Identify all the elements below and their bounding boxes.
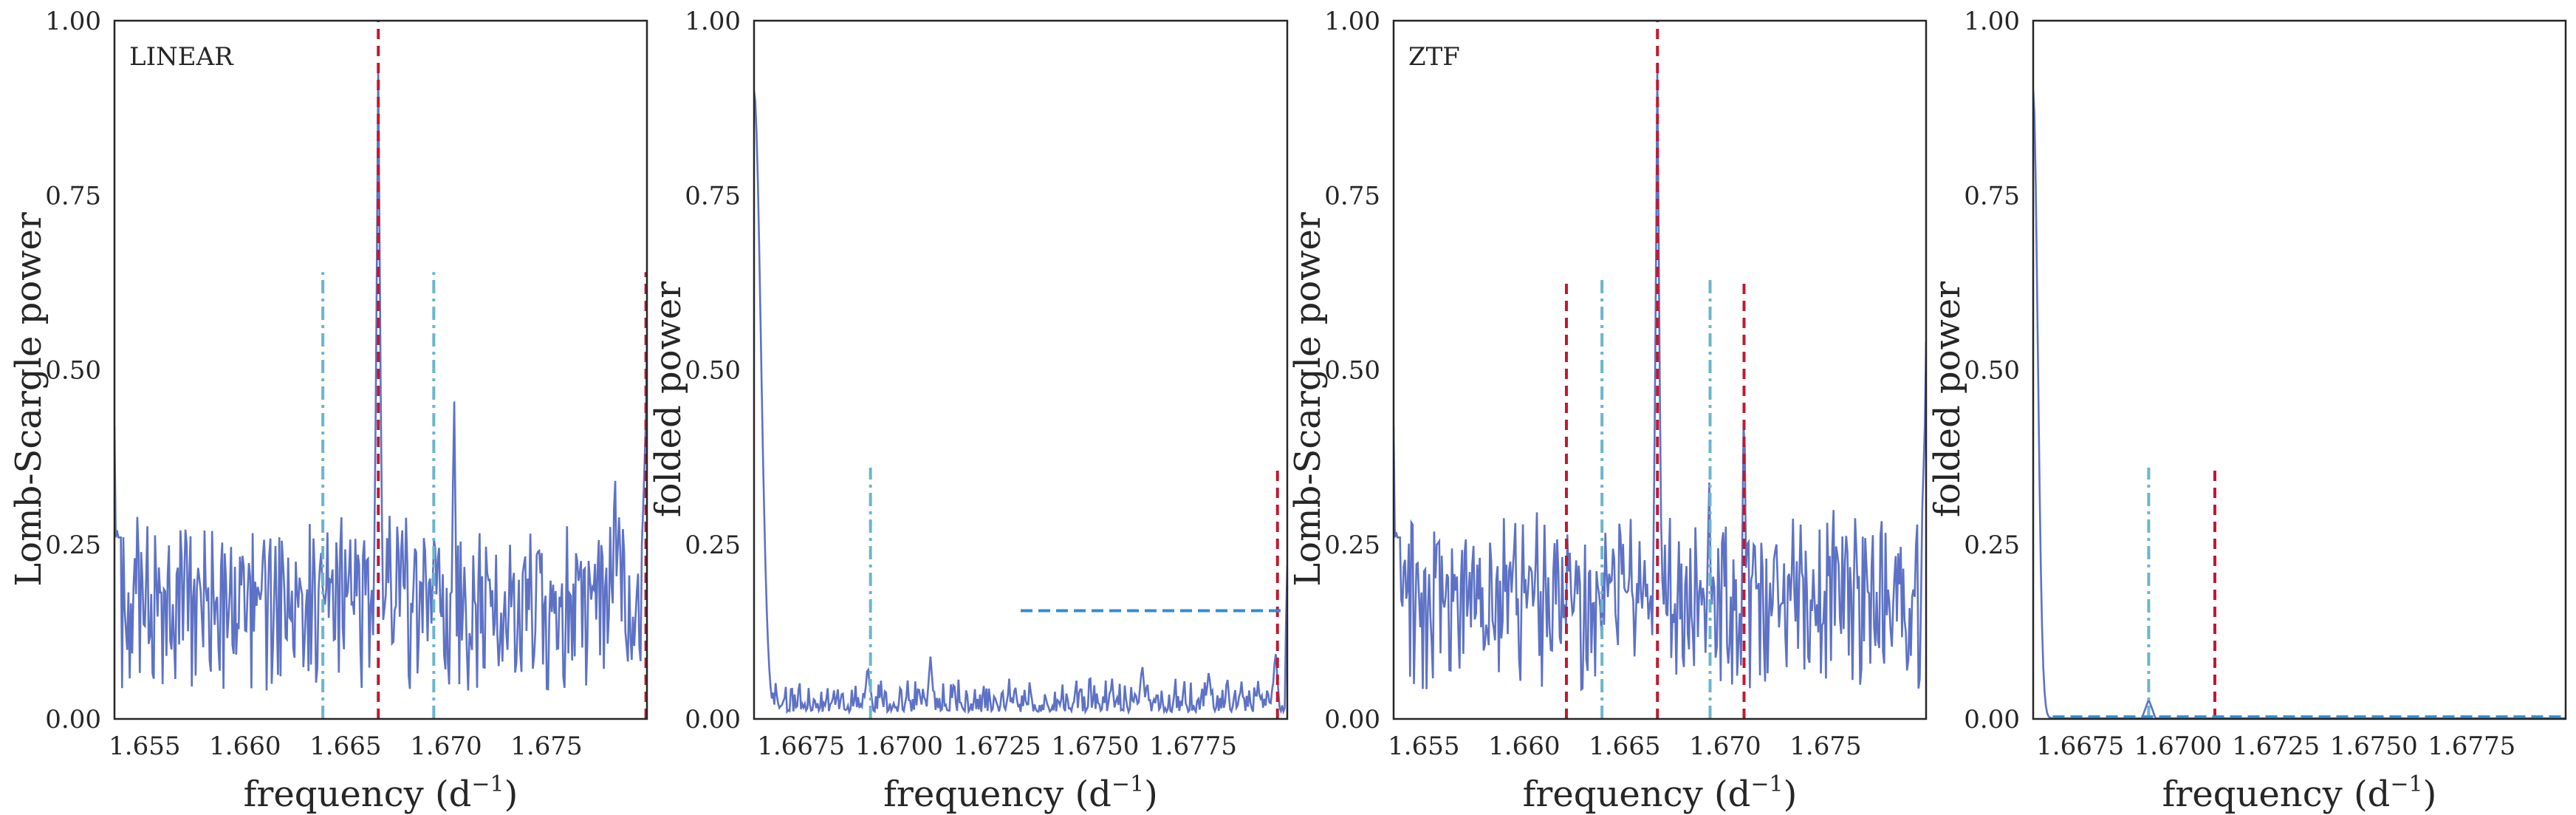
y-tick-label: 0.75 bbox=[1324, 181, 1380, 211]
y-tick-label: 0.25 bbox=[1964, 531, 2020, 560]
x-tick-label: 1.670 bbox=[410, 732, 482, 761]
x-tick-label: 1.6700 bbox=[2134, 732, 2222, 761]
x-tick-label: 1.665 bbox=[1589, 732, 1660, 761]
panel-1: 0.00 0.25 0.50 0.75 1.00 1.655 1.660 1.665 1.670… bbox=[8, 7, 648, 815]
y-tick-label: 0.25 bbox=[45, 531, 101, 560]
y-tick-label: 0.50 bbox=[45, 356, 101, 386]
power-curve bbox=[1394, 69, 1926, 692]
panel-2: 0.00 0.25 0.50 0.75 1.00 1.6675 1.6700 1.6725 1.… bbox=[648, 7, 1289, 815]
x-tick-label: 1.675 bbox=[1789, 732, 1861, 761]
y-tick-label: 1.00 bbox=[685, 7, 741, 36]
y-axis-label: Lomb-Scargle power bbox=[8, 212, 49, 586]
y-tick-label: 0.25 bbox=[1324, 531, 1380, 560]
y-tick-label: 0.25 bbox=[685, 531, 741, 560]
x-tick-label: 1.660 bbox=[1488, 732, 1560, 761]
x-tick-label: 1.6675 bbox=[757, 732, 845, 761]
power-curve bbox=[114, 69, 647, 691]
y-axis-label: folded power bbox=[1927, 282, 1968, 517]
panel-tag: LINEAR bbox=[129, 42, 234, 72]
x-tick-label: 1.6725 bbox=[2232, 732, 2320, 761]
x-tick-label: 1.655 bbox=[109, 732, 180, 761]
y-tick-label: 0.50 bbox=[1964, 356, 2020, 386]
panel-4: 0.00 0.25 0.50 0.75 1.00 1.6675 1.6700 1.6725 1.… bbox=[1927, 7, 2567, 815]
panel-tag: ZTF bbox=[1408, 42, 1460, 72]
x-tick-label: 1.660 bbox=[209, 732, 281, 761]
x-tick-label: 1.670 bbox=[1689, 732, 1761, 761]
power-curve bbox=[754, 90, 1287, 715]
x-tick-label: 1.6775 bbox=[2428, 732, 2515, 761]
y-tick-label: 0.00 bbox=[1964, 705, 2020, 734]
x-axis-label: frequency (d−1) bbox=[244, 771, 518, 815]
x-axis-label: frequency (d−1) bbox=[2162, 771, 2437, 815]
plot-frame bbox=[753, 19, 1289, 720]
plot-frame bbox=[113, 19, 648, 720]
x-axis-label: frequency (d−1) bbox=[1523, 771, 1798, 815]
panel-3: 0.00 0.25 0.50 0.75 1.00 1.655 1.660 1.665 1.670… bbox=[1287, 7, 1928, 815]
x-axis-label: frequency (d−1) bbox=[883, 771, 1158, 815]
y-tick-label: 0.00 bbox=[685, 705, 741, 734]
y-axis-label: folded power bbox=[648, 282, 689, 517]
y-axis-label: Lomb-Scargle power bbox=[1287, 212, 1329, 586]
y-tick-label: 1.00 bbox=[1324, 7, 1380, 36]
y-tick-label: 0.50 bbox=[1324, 356, 1380, 386]
x-tick-label: 1.6725 bbox=[953, 732, 1041, 761]
x-tick-label: 1.655 bbox=[1388, 732, 1459, 761]
y-tick-label: 0.00 bbox=[45, 705, 101, 734]
plot-frame bbox=[2032, 19, 2567, 720]
y-tick-label: 0.50 bbox=[685, 356, 741, 386]
y-tick-label: 0.00 bbox=[1324, 705, 1380, 734]
y-tick-label: 1.00 bbox=[1964, 7, 2020, 36]
x-tick-label: 1.6675 bbox=[2036, 732, 2124, 761]
y-tick-label: 1.00 bbox=[45, 7, 101, 36]
x-tick-label: 1.6775 bbox=[1149, 732, 1237, 761]
x-tick-label: 1.6700 bbox=[855, 732, 943, 761]
power-curve bbox=[2033, 89, 2566, 719]
y-tick-label: 0.75 bbox=[685, 181, 741, 211]
x-tick-label: 1.665 bbox=[309, 732, 381, 761]
x-tick-label: 1.6750 bbox=[2330, 732, 2418, 761]
x-tick-label: 1.6750 bbox=[1051, 732, 1139, 761]
plot-frame bbox=[1392, 19, 1928, 720]
y-tick-label: 0.75 bbox=[1964, 181, 2020, 211]
x-tick-label: 1.675 bbox=[510, 732, 582, 761]
y-tick-label: 0.75 bbox=[45, 181, 101, 211]
